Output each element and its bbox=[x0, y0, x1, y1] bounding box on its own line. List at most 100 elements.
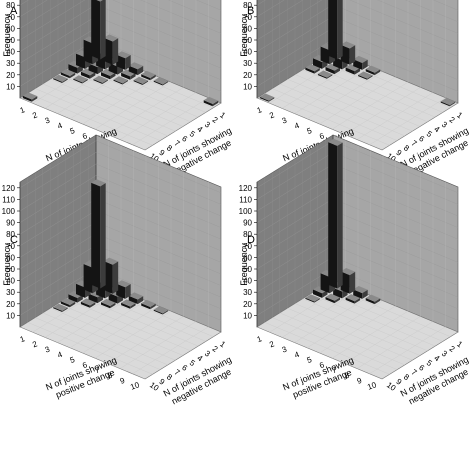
x-tick-label: 9 bbox=[356, 376, 364, 386]
z-tick-label: 100 bbox=[239, 207, 253, 216]
bar-face bbox=[103, 37, 113, 65]
y-tick-label: 8 bbox=[402, 143, 411, 153]
z-tick-label: 40 bbox=[6, 277, 15, 286]
z-tick-label: 70 bbox=[243, 242, 252, 251]
bar-face bbox=[101, 72, 111, 80]
x-tick-label: 5 bbox=[306, 355, 314, 365]
z-tick-label: 40 bbox=[243, 48, 252, 57]
bar-face bbox=[112, 38, 119, 65]
x-tick-label: 5 bbox=[69, 355, 77, 365]
z-tick-label: 60 bbox=[243, 253, 252, 262]
bar bbox=[53, 74, 68, 84]
bar-face bbox=[53, 78, 63, 84]
bar bbox=[345, 64, 361, 75]
y-tick-label: 9 bbox=[394, 377, 403, 387]
bar-face bbox=[353, 59, 363, 70]
z-tick-label: 120 bbox=[239, 184, 253, 193]
bar-face bbox=[212, 100, 219, 107]
bar-face bbox=[328, 142, 338, 289]
y-tick-label: 5 bbox=[188, 129, 197, 139]
bar-face bbox=[203, 100, 213, 107]
bar-face bbox=[340, 44, 350, 65]
z-tick-label: 10 bbox=[243, 311, 252, 320]
bar-top bbox=[121, 299, 136, 307]
y-tick-label: 5 bbox=[425, 129, 434, 139]
bar-top bbox=[116, 51, 131, 59]
y-tick-label: 8 bbox=[402, 372, 411, 382]
bar-face bbox=[345, 67, 355, 75]
y-tick-label: 2 bbox=[211, 344, 220, 354]
bars bbox=[53, 179, 169, 315]
grid-line bbox=[57, 303, 184, 356]
z-tick-label: 110 bbox=[239, 195, 252, 204]
bar bbox=[121, 69, 136, 80]
bar-face bbox=[62, 307, 68, 313]
bar-face bbox=[334, 297, 340, 304]
bar-face bbox=[345, 297, 355, 304]
bar-face bbox=[354, 67, 361, 75]
bar-top bbox=[317, 70, 333, 78]
wall-grid-line bbox=[256, 0, 459, 34]
grid-line bbox=[294, 74, 421, 127]
x-tick-label: 1 bbox=[256, 105, 264, 115]
bar-face bbox=[349, 271, 356, 294]
z-tick-label: 20 bbox=[6, 300, 15, 309]
bar-top bbox=[325, 63, 340, 71]
bar-face bbox=[77, 294, 83, 303]
z-axis-title: Frequency bbox=[239, 14, 249, 57]
bar bbox=[365, 65, 381, 76]
x-tick-label: 1 bbox=[19, 334, 27, 344]
bar-top bbox=[259, 93, 275, 101]
bar-face bbox=[53, 307, 63, 313]
bar-face bbox=[141, 74, 151, 81]
y-tick-label: 4 bbox=[195, 124, 204, 134]
wall-grid-line bbox=[256, 0, 459, 22]
x-tick-label: 2 bbox=[268, 339, 276, 349]
bar-face bbox=[88, 63, 98, 75]
grid-line bbox=[269, 285, 346, 333]
bar-face bbox=[91, 0, 101, 60]
y-tick-label: 9 bbox=[157, 377, 166, 387]
z-tick-label: 80 bbox=[243, 1, 252, 10]
x-tick-label: 2 bbox=[31, 110, 39, 120]
z-tick-label: 80 bbox=[6, 230, 15, 239]
bar-face bbox=[365, 298, 375, 305]
chart-c: 102030405060708090100110120FrequencyC123… bbox=[2, 134, 233, 406]
panel-label: C bbox=[10, 234, 18, 246]
bar-face bbox=[125, 54, 131, 70]
bar-face bbox=[325, 297, 335, 304]
bar-top bbox=[153, 306, 169, 314]
x-tick-label: 3 bbox=[44, 115, 52, 125]
grid-line bbox=[281, 61, 359, 109]
grid-line bbox=[57, 74, 184, 127]
panel-label: B bbox=[247, 5, 254, 17]
y-tick-label: 7 bbox=[410, 139, 419, 149]
grid-line bbox=[306, 300, 384, 348]
x-tick-label: 4 bbox=[293, 121, 301, 131]
z-tick-label: 30 bbox=[6, 59, 15, 68]
z-tick-label: 90 bbox=[6, 219, 15, 228]
bar bbox=[116, 51, 131, 70]
bar-face bbox=[314, 67, 320, 74]
bar bbox=[22, 92, 38, 102]
x-tick-label: 2 bbox=[268, 110, 276, 120]
bar bbox=[440, 98, 456, 107]
bar-top bbox=[340, 268, 356, 276]
z-tick-label: 70 bbox=[243, 13, 252, 22]
bar-face bbox=[313, 289, 323, 298]
bar-top bbox=[60, 68, 76, 76]
bar-face bbox=[112, 261, 119, 294]
bar bbox=[313, 286, 328, 298]
bar-face bbox=[128, 65, 138, 76]
z-tick-label: 10 bbox=[243, 82, 252, 91]
bar-face bbox=[322, 289, 328, 298]
bar-top bbox=[53, 303, 68, 311]
bar-face bbox=[337, 0, 343, 60]
bar-top bbox=[313, 286, 328, 294]
grid-line bbox=[69, 300, 147, 348]
y-tick-label: 2 bbox=[211, 115, 220, 125]
y-tick-label: 9 bbox=[394, 148, 403, 158]
bar bbox=[53, 303, 68, 313]
bar bbox=[328, 0, 343, 60]
bar bbox=[345, 294, 361, 304]
